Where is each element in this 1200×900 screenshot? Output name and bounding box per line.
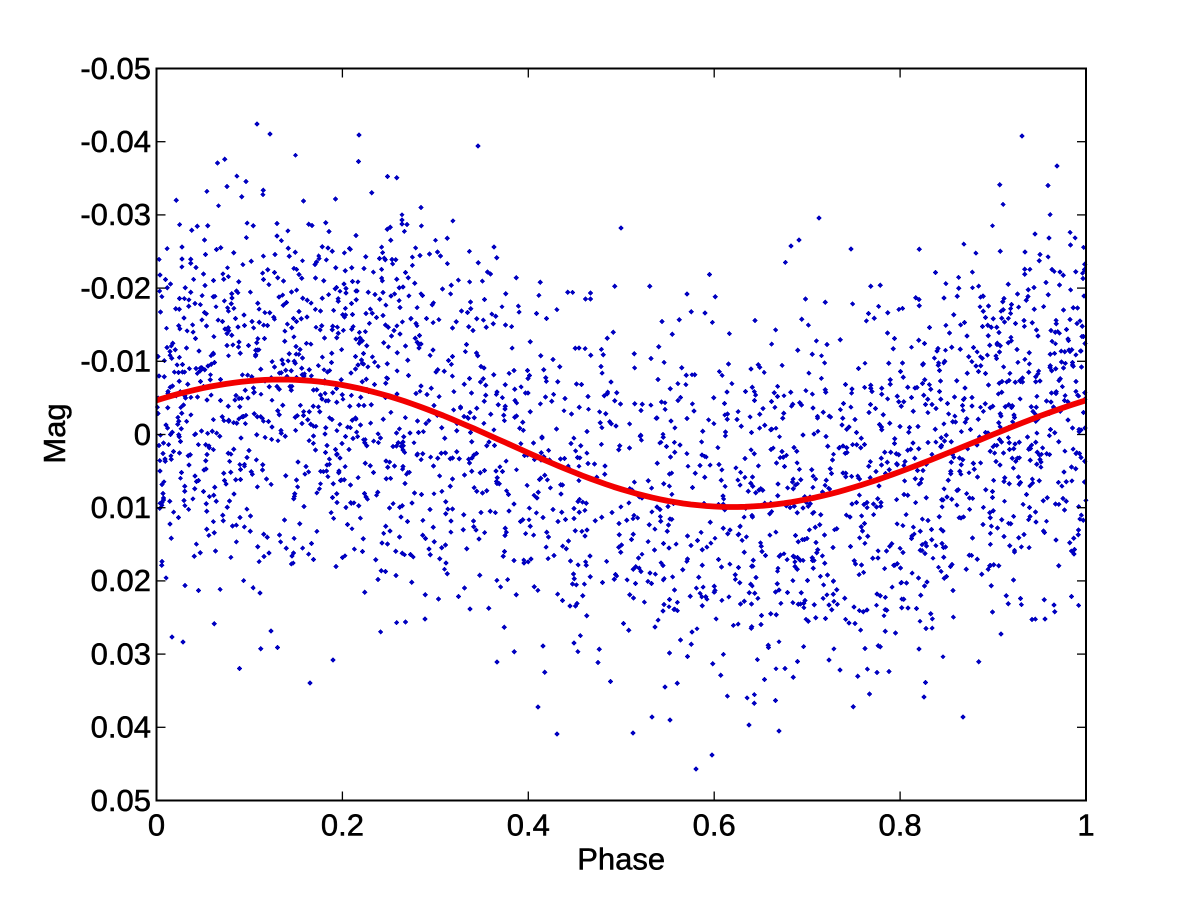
svg-text:0: 0: [148, 808, 165, 843]
svg-text:0.2: 0.2: [321, 808, 364, 843]
svg-text:-0.05: -0.05: [80, 51, 151, 86]
svg-text:0.02: 0.02: [91, 563, 151, 598]
svg-text:0.4: 0.4: [507, 808, 550, 843]
svg-text:Mag: Mag: [37, 403, 72, 463]
svg-text:0.05: 0.05: [91, 783, 151, 818]
svg-text:-0.02: -0.02: [80, 270, 151, 305]
svg-text:-0.04: -0.04: [80, 124, 151, 159]
svg-text:Phase: Phase: [577, 842, 665, 877]
svg-text:-0.01: -0.01: [80, 344, 151, 379]
svg-text:-0.03: -0.03: [80, 197, 151, 232]
svg-text:0: 0: [134, 417, 151, 452]
svg-text:0.03: 0.03: [91, 636, 151, 671]
svg-text:0.8: 0.8: [879, 808, 922, 843]
svg-text:0.04: 0.04: [91, 710, 151, 745]
svg-text:0.01: 0.01: [91, 490, 151, 525]
svg-text:1: 1: [1077, 808, 1094, 843]
svg-text:0.6: 0.6: [693, 808, 736, 843]
